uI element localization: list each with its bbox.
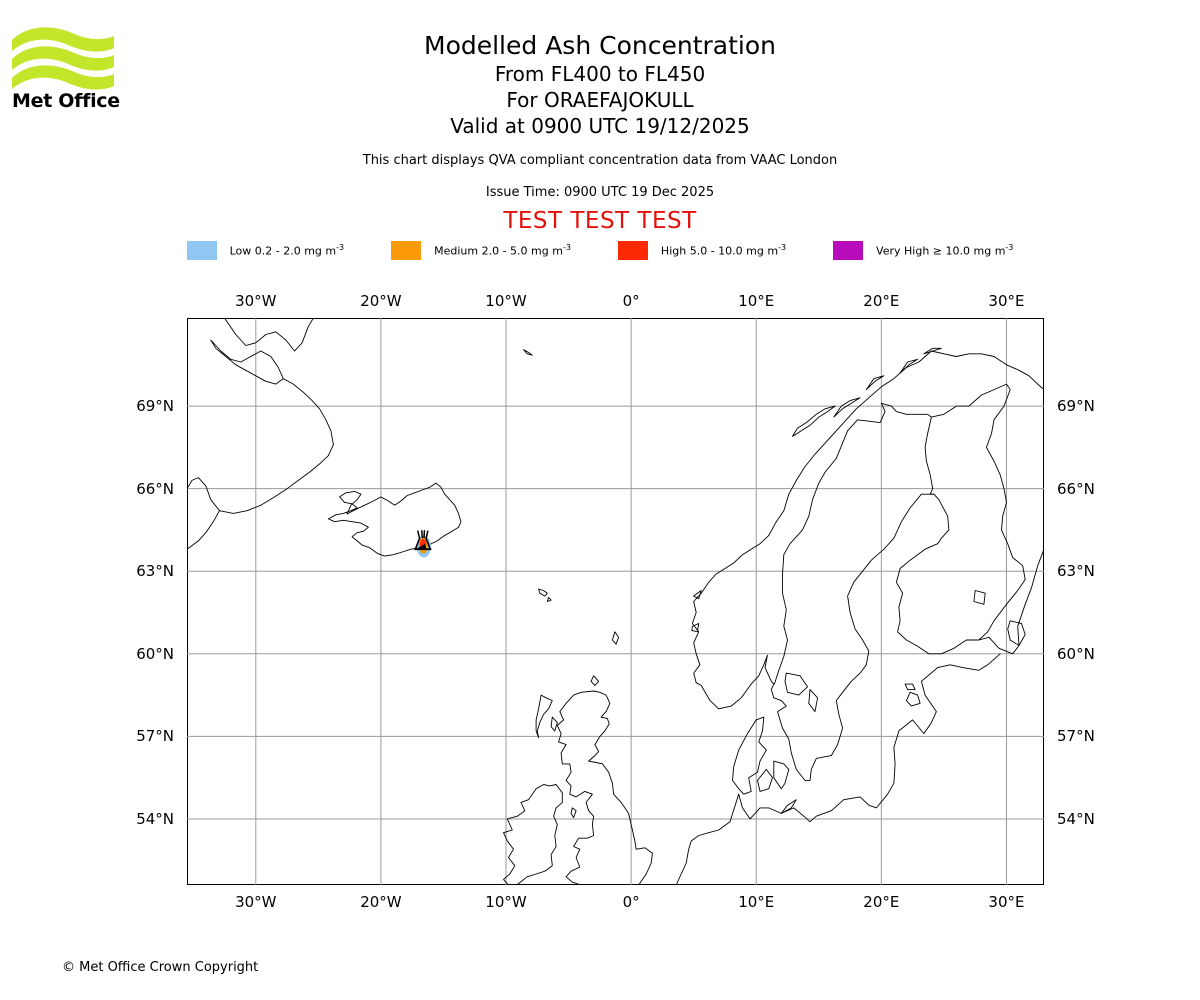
coastline-path	[784, 672, 808, 696]
coastline-path	[899, 358, 919, 374]
coastline-path	[187, 510, 220, 550]
lat-tick-label: 63°N	[136, 562, 174, 581]
coastline-path	[546, 596, 552, 602]
coastline-path	[674, 793, 740, 885]
concentration-legend: Low 0.2 - 2.0 mg m-3 Medium 2.0 - 5.0 mg…	[0, 241, 1200, 260]
legend-very-high-label: Very High ≥ 10.0 mg m-3	[876, 243, 1014, 258]
legend-high: High 5.0 - 10.0 mg m-3	[617, 241, 787, 260]
legend-medium-swatch	[391, 241, 422, 260]
lon-tick-label: 20°W	[360, 893, 402, 911]
coastline-path	[523, 349, 533, 356]
lon-tick-label: 20°E	[863, 893, 900, 911]
legend-high-swatch	[617, 241, 648, 260]
issue-time: Issue Time: 0900 UTC 19 Dec 2025	[485, 185, 715, 200]
legend-very-high-swatch	[833, 241, 864, 260]
qva-note: This chart displays QVA compliant concen…	[362, 153, 838, 168]
coastline-path	[865, 375, 885, 391]
coastline-path	[923, 347, 942, 355]
map-gridlines	[187, 318, 1044, 885]
flight-level-line: From FL400 to FL450	[494, 62, 706, 86]
coastline-path	[780, 799, 797, 814]
lon-tick-label: 30°W	[235, 893, 277, 911]
lat-tick-label: 54°N	[1057, 809, 1095, 828]
met-office-wave-icon	[12, 27, 114, 90]
coastline-path	[695, 493, 1044, 781]
lon-tick-label: 10°W	[485, 292, 527, 310]
coastline-path	[930, 383, 1026, 641]
legend-low: Low 0.2 - 2.0 mg m-3	[186, 241, 345, 260]
coastline-path	[773, 760, 790, 790]
coastline-path	[757, 768, 773, 792]
lat-tick-label: 66°N	[1057, 479, 1095, 498]
lat-tick-label: 69°N	[136, 397, 174, 416]
coastline-path	[973, 590, 986, 605]
coastline-path	[556, 690, 653, 885]
coastline-path	[738, 653, 1001, 823]
coastline-path	[693, 590, 702, 600]
coastline-path	[611, 631, 620, 645]
coastline-path	[808, 689, 819, 713]
lat-tick-label: 63°N	[1057, 562, 1095, 581]
coastline-path	[773, 402, 886, 685]
map-canvas	[187, 318, 1044, 885]
lon-tick-label: 10°E	[738, 292, 775, 310]
legend-high-label: High 5.0 - 10.0 mg m-3	[660, 243, 787, 258]
coastline-path	[792, 405, 836, 437]
coastline-path	[691, 623, 700, 633]
coastline-path	[550, 716, 558, 732]
coastline-path	[905, 691, 921, 707]
met-office-logo: Met Office	[10, 26, 122, 112]
legend-very-high: Very High ≥ 10.0 mg m-3	[833, 241, 1013, 260]
coastline-path	[904, 683, 916, 691]
coastline-path	[187, 378, 334, 514]
lon-tick-label: 0°	[622, 292, 640, 310]
lat-tick-label: 60°N	[1057, 644, 1095, 663]
lat-tick-label: 57°N	[136, 727, 174, 746]
copyright-notice: © Met Office Crown Copyright	[62, 960, 259, 975]
title-block: Modelled Ash Concentration From FL400 to…	[0, 0, 1200, 234]
valid-time-line: Valid at 0900 UTC 19/12/2025	[450, 114, 750, 138]
coastline-path	[538, 588, 548, 597]
coastline-path	[691, 350, 1044, 684]
coastline-path	[503, 784, 563, 885]
volcano-lava-wedge	[416, 543, 427, 549]
lat-tick-label: 69°N	[1057, 397, 1095, 416]
map-coastlines	[187, 318, 1044, 885]
lon-tick-label: 10°W	[485, 893, 527, 911]
coastline-path	[1007, 620, 1026, 646]
coastline-path	[210, 339, 284, 385]
lat-tick-label: 54°N	[136, 809, 174, 828]
lon-tick-label: 30°E	[988, 292, 1025, 310]
lat-tick-label: 66°N	[136, 479, 174, 498]
coastline-path	[732, 716, 767, 795]
coastline-path	[224, 318, 314, 352]
test-banner: TEST TEST TEST	[503, 208, 697, 234]
lon-tick-label: 10°E	[738, 893, 775, 911]
coastline-path	[590, 675, 600, 686]
volcano-line: For ORAEFAJOKULL	[506, 88, 694, 112]
ash-concentration-map[interactable]: 30°W 30°W 20°W 20°W 10°W 10°W 0° 0° 10°E 10°E 20°E…	[136, 292, 1095, 911]
lon-tick-label: 30°E	[988, 893, 1025, 911]
legend-low-swatch	[186, 241, 217, 260]
lat-tick-label: 60°N	[136, 644, 174, 663]
coastline-path	[327, 482, 462, 557]
page-title: Modelled Ash Concentration	[424, 31, 776, 60]
lon-tick-label: 0°	[622, 893, 640, 911]
legend-medium-label: Medium 2.0 - 5.0 mg m-3	[434, 243, 571, 258]
legend-low-label: Low 0.2 - 2.0 mg m-3	[229, 243, 345, 258]
coastline-path	[833, 397, 861, 418]
legend-medium: Medium 2.0 - 5.0 mg m-3	[391, 241, 571, 260]
met-office-wordmark: Met Office	[12, 90, 120, 112]
coastline-path	[535, 694, 553, 739]
lon-tick-label: 20°W	[360, 292, 402, 310]
coastline-path	[880, 402, 935, 495]
coastline-path	[570, 807, 577, 819]
lon-tick-label: 20°E	[863, 292, 900, 310]
lat-tick-label: 57°N	[1057, 727, 1095, 746]
lon-tick-label: 30°W	[235, 292, 277, 310]
volcano-symbol-icon	[414, 529, 432, 551]
